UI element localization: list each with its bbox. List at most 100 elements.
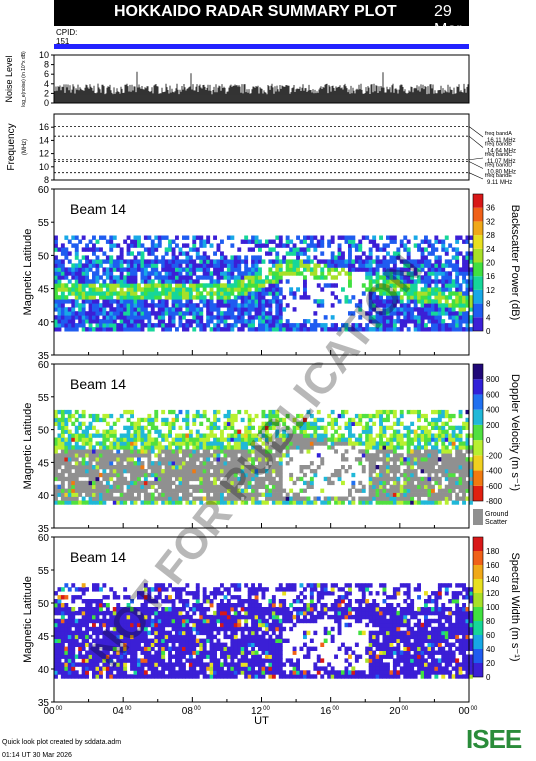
heatmap-cell [403, 315, 408, 320]
heatmap-cell [223, 319, 228, 324]
heatmap-cell [220, 433, 224, 438]
heatmap-cell [368, 417, 373, 423]
heatmap-cell [386, 263, 390, 268]
heatmap-cell [60, 449, 65, 454]
heatmap-cell [389, 469, 394, 474]
heatmap-cell [78, 674, 83, 679]
heatmap-cell [81, 488, 86, 493]
heatmap-cell [358, 259, 363, 264]
heatmap-cell [60, 469, 65, 474]
frequency-ylabel: Frequency [6, 123, 17, 170]
heatmap-cell [57, 662, 62, 667]
heatmap-cell [123, 634, 128, 640]
heatmap-cell [57, 488, 62, 493]
heatmap-cell [188, 469, 193, 474]
heatmap-cell [309, 323, 314, 328]
heatmap-cell [406, 425, 411, 430]
heatmap-cell [112, 235, 117, 240]
heatmap-cell [119, 251, 124, 256]
heatmap-cell [230, 500, 235, 505]
heatmap-cell [389, 291, 394, 296]
heatmap-cell [71, 453, 76, 458]
heatmap-cell [223, 461, 228, 466]
heatmap-cell [220, 295, 224, 300]
heatmap-cell [303, 433, 307, 438]
heatmap-cell [168, 670, 172, 675]
heatmap-cell [268, 247, 273, 252]
heatmap-cell [410, 488, 415, 493]
heatmap-cell [289, 259, 294, 264]
heatmap-cell [185, 251, 190, 256]
heatmap-cell [119, 618, 124, 624]
heatmap-cell [67, 457, 72, 462]
heatmap-cell [348, 500, 352, 505]
heatmap-cell [213, 480, 217, 486]
heatmap-cell [451, 283, 456, 288]
heatmap-cell [188, 319, 193, 324]
heatmap-cell [67, 307, 72, 312]
heatmap-cell [431, 421, 435, 426]
heatmap-cell [417, 492, 421, 497]
heatmap-cell [465, 327, 470, 332]
heatmap-cell [320, 433, 325, 438]
heatmap-cell [130, 496, 134, 501]
heatmap-cell [182, 642, 186, 647]
heatmap-cell [462, 453, 466, 458]
heatmap-cell [233, 417, 238, 423]
heatmap-cell [54, 599, 58, 604]
heatmap-cell [161, 607, 166, 612]
heatmap-cell [389, 283, 394, 288]
heatmap-cell [126, 303, 131, 308]
heatmap-cell [306, 465, 311, 470]
heatmap-cell [424, 235, 428, 240]
heatmap-cell [195, 603, 200, 608]
heatmap-cell [244, 311, 249, 316]
heatmap-cell [133, 255, 138, 260]
heatmap-cell [226, 453, 231, 458]
heatmap-cell [188, 441, 193, 446]
heatmap-cell [74, 634, 79, 640]
heatmap-cell [458, 327, 463, 332]
heatmap-cell [451, 299, 456, 304]
heatmap-cell [237, 461, 242, 466]
heatmap-cell [275, 315, 280, 320]
heatmap-cell [164, 500, 169, 505]
heatmap-cell [379, 299, 383, 304]
heatmap-cell [392, 476, 397, 482]
heatmap-cell [327, 480, 332, 486]
heatmap-cell [206, 291, 211, 296]
heatmap-cell [358, 480, 363, 486]
heatmap-cell [92, 287, 96, 292]
heatmap-cell [458, 323, 463, 328]
colorbar-tick-label: 600 [486, 390, 500, 399]
heatmap-cell [368, 247, 373, 252]
heatmap-cell [185, 638, 190, 643]
heatmap-cell [147, 429, 152, 434]
heatmap-cell [71, 303, 76, 308]
heatmap-cell [99, 484, 103, 489]
heatmap-cell [157, 271, 162, 276]
noise-ytick-label: 2 [44, 88, 49, 98]
heatmap-cell [216, 299, 221, 304]
heatmap-cell [258, 469, 262, 474]
heatmap-cell [431, 476, 435, 482]
heatmap-cell [299, 437, 304, 442]
heatmap-cell [109, 476, 114, 482]
heatmap-cell [168, 630, 172, 636]
heatmap-cell [437, 327, 442, 332]
heatmap-cell [351, 239, 356, 244]
heatmap-cell [213, 437, 217, 442]
heatmap-cell [140, 275, 145, 280]
heatmap-cell [130, 409, 134, 415]
heatmap-cell [137, 259, 141, 264]
heatmap-cell [220, 319, 224, 324]
heatmap-cell [85, 670, 89, 675]
heatmap-cell [323, 263, 328, 268]
heatmap-cell [60, 243, 65, 248]
heatmap-cell [344, 235, 349, 240]
heatmap-cell [192, 488, 197, 493]
heatmap-cell [154, 469, 159, 474]
heatmap-cell [437, 287, 442, 292]
header-bar: HOKKAIDO RADAR SUMMARY PLOT 29 Mar 2026 [54, 0, 470, 56]
heatmap-cell [57, 618, 62, 624]
